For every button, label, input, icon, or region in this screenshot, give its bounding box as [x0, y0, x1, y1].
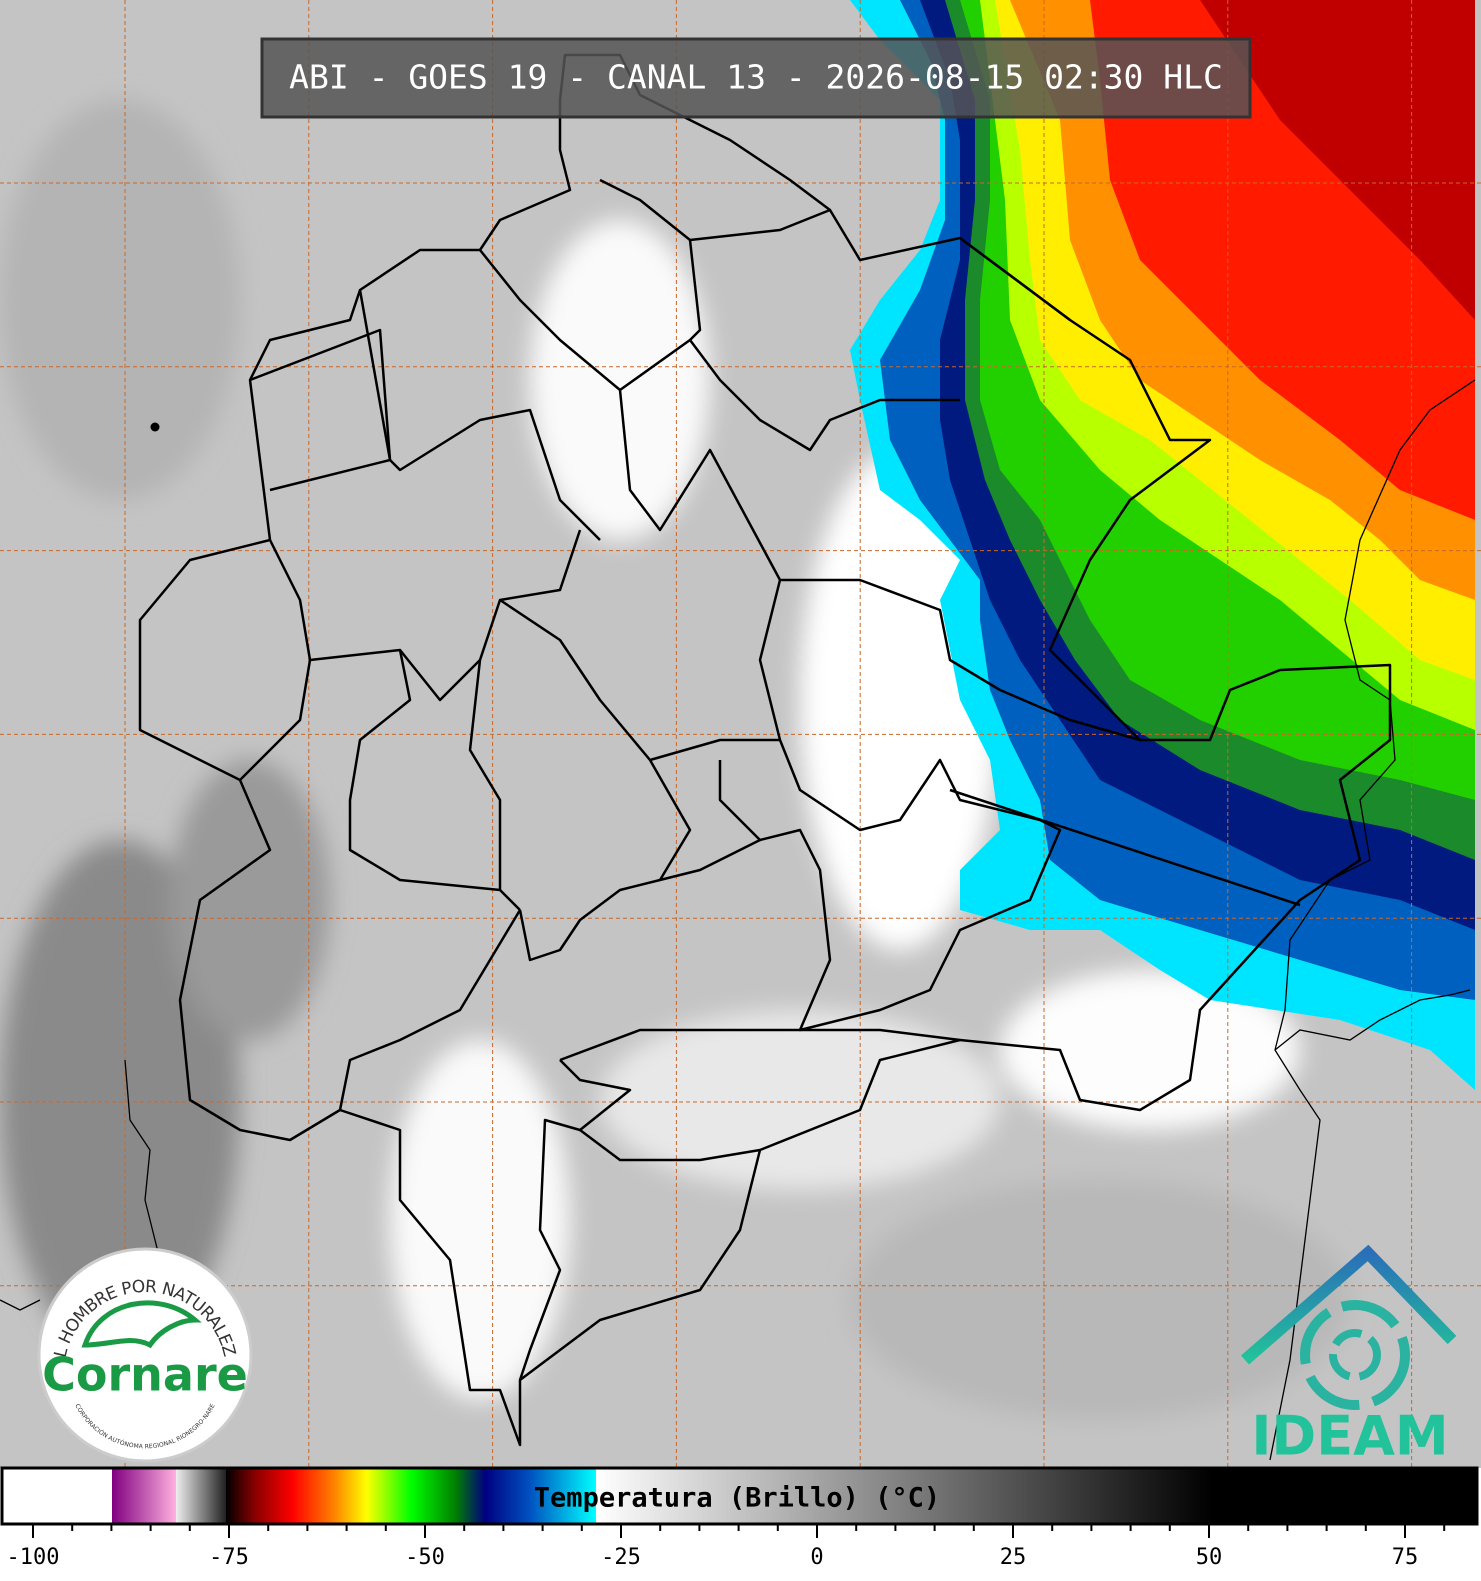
logo-swirl — [1300, 1300, 1410, 1410]
logo-roof — [1241, 1244, 1457, 1365]
logo-circle — [37, 1247, 253, 1463]
tick-label: 75 — [1392, 1545, 1419, 1570]
colorbar-segment — [2, 1468, 112, 1524]
city-marker — [150, 422, 160, 432]
tick-label: -50 — [405, 1545, 445, 1570]
tick-label: -100 — [7, 1545, 60, 1570]
title-box — [260, 37, 1252, 119]
tick-label: 0 — [810, 1545, 823, 1570]
colorbar-ticks: -100 -75 -50 -25 0 25 50 75 — [7, 1524, 1446, 1570]
colorbar-segment — [226, 1468, 596, 1524]
colorbar-label: Temperatura (Brillo) (°C) — [534, 1483, 940, 1514]
colorbar-segment — [176, 1468, 226, 1524]
logo-swirl-inner — [1329, 1329, 1381, 1381]
colorbar: Temperatura (Brillo) (°C) — [0, 1466, 1479, 1526]
ideam-logo: IDEAM — [1241, 1244, 1457, 1468]
colorbar-segment — [596, 1468, 1477, 1524]
logo-name: IDEAM — [1251, 1405, 1448, 1468]
logo-name: Cornare — [42, 1348, 248, 1402]
temperature-bands — [850, 0, 1475, 1090]
colorbar-segment — [112, 1468, 176, 1524]
graticule — [0, 0, 1481, 1468]
tick-label: -25 — [601, 1545, 641, 1570]
tick-label: -75 — [209, 1545, 249, 1570]
tick-label: 25 — [1000, 1545, 1027, 1570]
border-lines — [0, 379, 1476, 1461]
title: ABI - GOES 19 - CANAL 13 - 2026-08-15 02… — [289, 58, 1223, 97]
logo-icon — [81, 1300, 202, 1349]
tick-label: 50 — [1196, 1545, 1223, 1570]
municipal-boundaries — [138, 53, 1392, 1447]
